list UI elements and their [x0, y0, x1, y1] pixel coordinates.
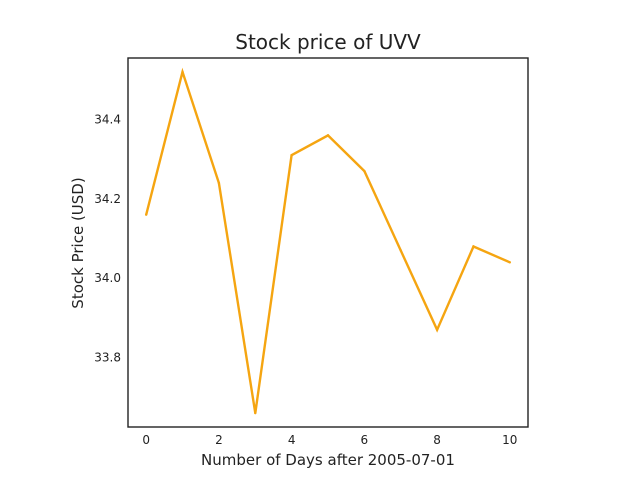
- data-point: [181, 70, 184, 74]
- chart-title: Stock price of UVV: [235, 30, 421, 54]
- x-tick-label: 6: [361, 433, 369, 447]
- y-tick-label: 34.2: [94, 192, 121, 206]
- data-point: [144, 213, 148, 216]
- y-axis-label: Stock Price (USD): [69, 177, 87, 308]
- data-point: [472, 245, 475, 248]
- data-point: [326, 134, 330, 137]
- data-point: [508, 261, 512, 264]
- series-line: [145, 67, 511, 414]
- y-tick-label: 34.4: [94, 113, 121, 127]
- data-point: [217, 181, 221, 185]
- x-tick-label: 2: [215, 433, 223, 447]
- data-point: [435, 328, 439, 331]
- data-point: [254, 411, 257, 415]
- data-points: [144, 70, 512, 415]
- x-tick-label: 8: [433, 433, 441, 447]
- x-tick-label: 0: [142, 433, 150, 447]
- data-point: [363, 169, 366, 173]
- y-axis-ticks: 33.8 34.0 34.2 34.4: [94, 113, 121, 365]
- data-point: [399, 249, 402, 252]
- x-tick-label: 10: [502, 433, 517, 447]
- y-tick-label: 34.0: [94, 271, 121, 285]
- x-tick-label: 4: [288, 433, 296, 447]
- plot-area-frame: [127, 57, 529, 428]
- y-tick-label: 33.8: [94, 351, 121, 365]
- x-axis-label: Number of Days after 2005-07-01: [201, 451, 455, 469]
- data-point: [290, 154, 293, 157]
- x-axis-ticks: 0 2 4 6 8 10: [142, 433, 517, 447]
